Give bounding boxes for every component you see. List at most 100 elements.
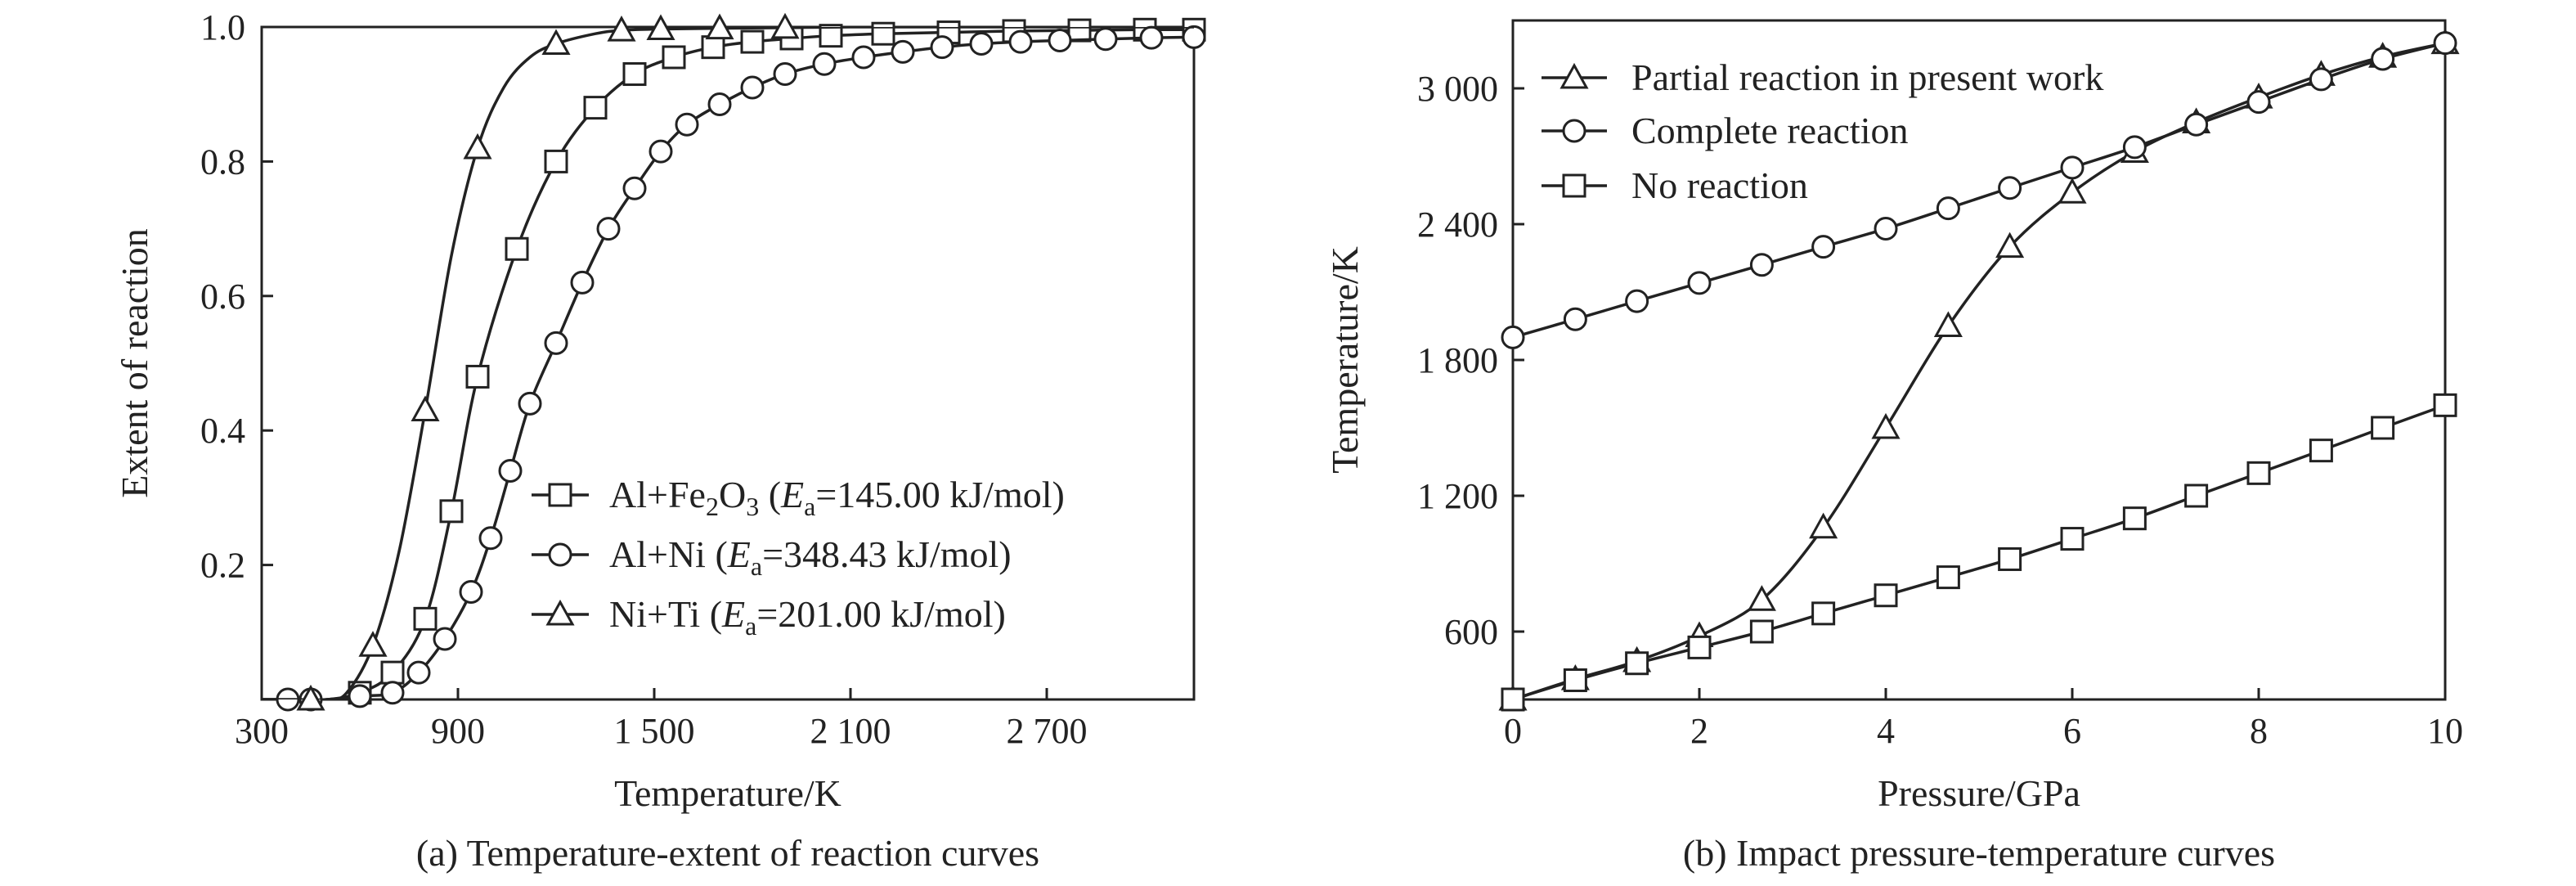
data-point-triangle — [1747, 585, 1776, 611]
data-point-circle — [1625, 289, 1649, 313]
data-point-triangle — [1933, 311, 1963, 337]
data-point-square — [1749, 619, 1774, 644]
legend-text-part: =348.43 kJ/mol) — [762, 533, 1012, 575]
data-point-square — [1563, 668, 1587, 692]
x-tick-label: 2 — [1690, 711, 1708, 751]
series-triangle — [262, 12, 1194, 711]
data-point-circle — [675, 112, 699, 137]
x-tick-label: 10 — [2427, 711, 2463, 751]
x-axis-label: Temperature/K — [614, 772, 841, 814]
data-point-square — [1687, 635, 1712, 659]
data-point-square — [505, 236, 529, 261]
data-point-triangle — [463, 133, 492, 160]
legend-text-part: E — [727, 533, 751, 575]
x-tick-label: 2 100 — [810, 711, 891, 751]
legend-text-part: ( — [706, 533, 728, 575]
data-point-square — [1998, 546, 2022, 571]
data-point-square — [2433, 393, 2457, 417]
data-point-circle — [1749, 253, 1774, 277]
legend-text-part: =145.00 kJ/mol) — [815, 474, 1065, 515]
data-point-square — [1067, 18, 1092, 43]
legend-entry-triangle: Ni+Ti (Ea=201.00 kJ/mol) — [532, 593, 1006, 641]
data-point-circle — [812, 52, 837, 76]
data-point-circle — [648, 139, 673, 164]
data-point-circle — [969, 32, 994, 56]
data-point-square — [1625, 651, 1649, 676]
x-tick-label: 0 — [1504, 711, 1522, 751]
data-point-circle — [406, 660, 431, 685]
data-point-circle — [570, 270, 595, 295]
data-point-circle — [773, 62, 797, 87]
legend-label: No reaction — [1631, 164, 1808, 206]
legend-label: Complete reaction — [1631, 110, 1909, 151]
data-point-triangle — [296, 684, 325, 711]
data-point-square — [2184, 483, 2209, 508]
legend-entry-circle: Al+Ni (Ea=348.43 kJ/mol) — [532, 533, 1012, 581]
data-point-triangle — [705, 13, 734, 40]
y-tick-label: 1 200 — [1417, 476, 1498, 516]
legend-marker-triangle — [545, 599, 575, 626]
data-point-circle — [380, 681, 405, 705]
panel-caption: (b) Impact pressure-temperature curves — [1683, 832, 2275, 874]
data-point-square — [740, 29, 765, 54]
data-point-circle — [1563, 307, 1587, 331]
data-point-circle — [2060, 155, 2085, 180]
data-point-triangle — [1871, 412, 1901, 439]
data-point-circle — [1048, 28, 1072, 52]
data-point-circle — [1874, 217, 1898, 241]
data-point-square — [2246, 461, 2271, 485]
legend-entry-square: No reaction — [1542, 164, 1808, 206]
data-point-circle — [891, 39, 915, 64]
x-tick-label: 6 — [2063, 711, 2081, 751]
data-point-square — [871, 21, 895, 46]
data-point-square — [622, 62, 647, 87]
data-point-square — [583, 96, 608, 120]
data-point-circle — [930, 35, 954, 60]
panel-a-chart: 300 900 1 500 2 100 2 700 0.2 0.4 0.6 0.8 1.0 Temp… — [114, 7, 1206, 874]
series-line-square — [1513, 403, 2445, 699]
data-point-square — [439, 499, 464, 524]
data-point-circle — [2246, 90, 2271, 115]
data-point-circle — [544, 331, 568, 355]
data-point-circle — [348, 684, 372, 708]
series-square — [1501, 393, 2457, 712]
x-tick-label: 4 — [1877, 711, 1895, 751]
data-point-circle — [1936, 196, 1960, 221]
legend-entry-triangle: Partial reaction in present work — [1542, 56, 2103, 98]
data-point-circle — [740, 75, 765, 100]
data-point-square — [2371, 416, 2395, 440]
data-point-circle — [498, 459, 523, 483]
legend-marker-square — [1562, 173, 1586, 198]
data-point-square — [662, 45, 686, 70]
data-point-circle — [707, 92, 732, 117]
legend-entry-square: Al+Fe2O3 (Ea=145.00 kJ/mol) — [532, 474, 1065, 521]
data-point-square — [2060, 527, 2085, 551]
y-tick-label: 0.6 — [200, 277, 245, 317]
series-line-circle — [1513, 41, 2445, 340]
data-point-square — [380, 660, 405, 685]
data-point-square — [2309, 439, 2333, 463]
legend-marker-circle — [548, 542, 572, 567]
data-point-circle — [1687, 271, 1712, 295]
legend-label: Al+Ni (Ea=348.43 kJ/mol) — [609, 533, 1012, 581]
legend-text-part: ( — [700, 593, 722, 635]
data-point-circle — [1501, 325, 1525, 349]
x-tick-label: 900 — [431, 711, 485, 751]
data-point-triangle — [607, 16, 636, 42]
data-point-circle — [1182, 25, 1206, 49]
data-point-circle — [1811, 235, 1836, 259]
legend-label: Partial reaction in present work — [1631, 56, 2103, 98]
data-point-square — [1811, 601, 1836, 626]
legend-text-part: ( — [759, 474, 781, 515]
x-tick-label: 2 700 — [1007, 711, 1088, 751]
legend-marker-circle — [1562, 119, 1586, 143]
panel-b-chart: 0 2 4 6 8 10 600 1 200 1 800 2 400 3 000 Pressure/G… — [1324, 19, 2463, 874]
legend-text-part: a — [751, 551, 762, 581]
data-point-circle — [2371, 47, 2395, 71]
data-point-square — [701, 35, 725, 60]
data-point-triangle — [1995, 232, 2025, 259]
legend-text-part: E — [721, 593, 745, 635]
y-axis-label: Temperature/K — [1324, 246, 1366, 474]
y-axis-label: Extent of reaction — [114, 228, 155, 498]
